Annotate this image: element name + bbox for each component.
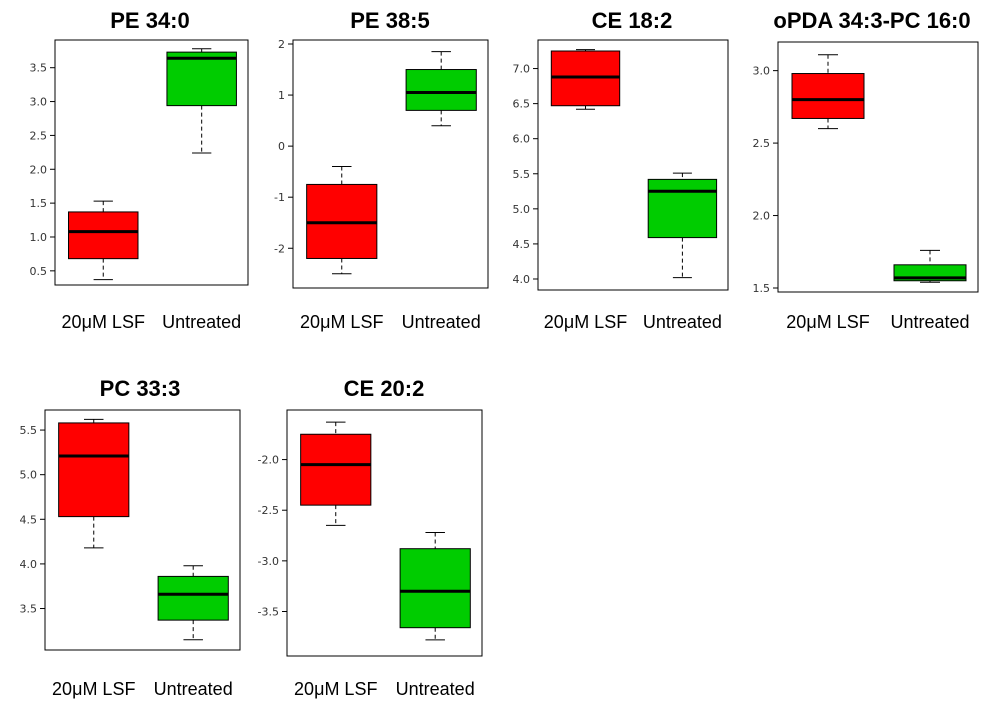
box-panel-1: PE 34:0 0.5 1.0 1.5 2.0 2.5 3.0 3.5 20μM LSF Untr… [30, 8, 249, 332]
y-tick-label: 1.5 [753, 282, 771, 295]
box-panel-4: oPDA 34:3-PC 16:0 1.5 2.0 2.5 3.0 20μM LSF Unt… [753, 8, 979, 332]
category-label: Untreated [643, 312, 722, 332]
y-tick-label: -3.0 [258, 555, 279, 568]
iqr-box [399, 548, 471, 629]
y-tick-label: 5.5 [20, 424, 38, 437]
y-tick-label: 5.0 [513, 203, 531, 216]
box-panel-5: PC 33:3 3.5 4.0 4.5 5.0 5.5 20μM LSF Untreated [20, 376, 241, 699]
category-label: 20μM LSF [294, 679, 377, 699]
y-tick-label: 1 [278, 89, 285, 102]
box-untreated [399, 531, 471, 641]
plot-frame [286, 409, 483, 657]
category-label: 20μM LSF [300, 312, 383, 332]
box-untreated [647, 172, 718, 279]
box-panel-6: CE 20:2 -3.5 -3.0 -2.5 -2.0 20μM LSF Untreated [258, 376, 483, 699]
iqr-box [405, 69, 477, 111]
iqr-box [166, 51, 237, 107]
y-tick-label: 7.0 [513, 63, 531, 76]
iqr-box [791, 73, 865, 119]
category-label: Untreated [890, 312, 969, 332]
box-lsf [306, 166, 378, 275]
y-tick-label: 3.5 [30, 62, 48, 75]
y-tick-label: 4.5 [20, 513, 38, 526]
chart-title: PC 33:3 [100, 376, 181, 401]
iqr-box [58, 422, 130, 518]
y-tick-label: 2 [278, 38, 285, 51]
chart-title: CE 20:2 [344, 376, 425, 401]
box-panel-2: PE 38:5 -2 -1 0 1 2 20μM LSF Untreated [274, 8, 489, 332]
category-label: 20μM LSF [52, 679, 135, 699]
y-tick-label: 2.5 [753, 137, 771, 150]
box-lsf [791, 54, 865, 130]
plot-frame [537, 39, 729, 291]
y-tick-label: 2.0 [30, 163, 48, 176]
chart-title: CE 18:2 [592, 8, 673, 33]
y-tick-label: -2.0 [258, 454, 279, 467]
y-tick-label: 3.0 [753, 65, 771, 78]
y-tick-label: -2.5 [258, 504, 279, 517]
y-tick-label: 1.0 [30, 231, 48, 244]
iqr-box [157, 575, 229, 621]
y-tick-label: 3.5 [20, 603, 38, 616]
box-lsf [550, 49, 621, 110]
chart-title: PE 34:0 [110, 8, 190, 33]
box-lsf [300, 421, 372, 526]
category-label: 20μM LSF [786, 312, 869, 332]
box-panel-3: CE 18:2 4.0 4.5 5.0 5.5 6.0 6.5 7.0 20μM LSF Untr… [513, 8, 729, 332]
y-tick-label: 0 [278, 140, 285, 153]
category-label: 20μM LSF [62, 312, 145, 332]
y-tick-label: 5.0 [20, 469, 38, 482]
box-lsf [58, 418, 130, 549]
iqr-box [647, 178, 718, 239]
y-tick-label: 2.0 [753, 210, 771, 223]
chart-title: oPDA 34:3-PC 16:0 [773, 8, 970, 33]
plot-frame [777, 41, 979, 293]
y-tick-label: 6.0 [513, 133, 531, 146]
plot-frame [54, 39, 249, 286]
y-tick-label: 3.0 [30, 96, 48, 109]
category-label: Untreated [402, 312, 481, 332]
plot-frame [44, 409, 241, 651]
category-label: Untreated [396, 679, 475, 699]
plot-frame [292, 39, 489, 289]
box-untreated [405, 51, 477, 127]
box-lsf [68, 200, 139, 281]
iqr-box [300, 433, 372, 506]
iqr-box [68, 211, 139, 260]
y-tick-label: -2 [274, 242, 285, 255]
y-tick-label: 4.0 [513, 273, 531, 286]
category-label: Untreated [154, 679, 233, 699]
box-untreated [157, 565, 229, 641]
y-tick-label: -1 [274, 191, 285, 204]
y-tick-label: 2.5 [30, 129, 48, 142]
y-tick-label: -3.5 [258, 605, 279, 618]
box-untreated [166, 48, 237, 154]
category-label: 20μM LSF [544, 312, 627, 332]
y-tick-label: 1.5 [30, 197, 48, 210]
y-tick-label: 4.5 [513, 238, 531, 251]
y-tick-label: 5.5 [513, 168, 531, 181]
y-tick-label: 0.5 [30, 265, 48, 278]
category-label: Untreated [162, 312, 241, 332]
y-tick-label: 6.5 [513, 98, 531, 111]
y-tick-label: 4.0 [20, 558, 38, 571]
chart-title: PE 38:5 [350, 8, 430, 33]
box-untreated [893, 249, 967, 283]
